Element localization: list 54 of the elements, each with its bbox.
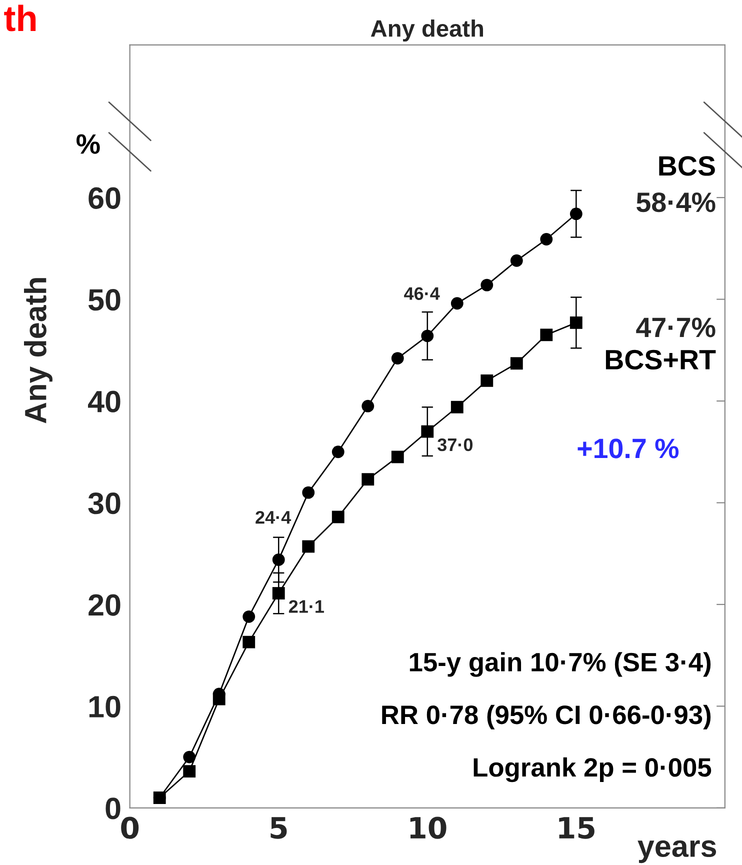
point <box>362 473 374 486</box>
point <box>450 400 464 414</box>
annotation: 15-y gain 10·7% (SE 3·4) <box>410 652 711 677</box>
y-tick-label: 20 <box>88 594 120 616</box>
y-tick-label: 40 <box>88 390 120 412</box>
annotation: 47·7% <box>636 318 716 338</box>
y-tick-label: 60 <box>88 187 120 209</box>
point <box>450 297 464 310</box>
annotation: 58·4% <box>636 192 716 212</box>
text: % <box>76 134 100 154</box>
point <box>570 316 582 329</box>
y-tick-label: 30 <box>88 492 120 514</box>
y-axis-title: Any death <box>24 278 52 424</box>
point <box>480 374 494 387</box>
point <box>540 328 553 342</box>
x-tick-label: 5 <box>270 817 287 839</box>
point <box>183 765 196 778</box>
data-label: 24·4 <box>256 510 292 524</box>
annotation: +10.7 % <box>578 438 679 458</box>
point <box>480 278 494 292</box>
y-tick-label: 10 <box>89 696 120 718</box>
x-axis-title: years <box>638 840 716 864</box>
y-tick-label: 50 <box>88 289 120 311</box>
point <box>272 553 285 566</box>
point <box>391 450 404 464</box>
point <box>510 254 523 267</box>
point <box>183 750 196 764</box>
point <box>421 425 434 438</box>
point <box>510 357 523 370</box>
data-label: 21·1 <box>288 600 324 613</box>
series-label: BCS+RT <box>606 350 716 370</box>
chart-title: Any death <box>370 20 483 42</box>
point <box>302 486 315 499</box>
data-label: 46·4 <box>404 287 440 300</box>
point <box>272 587 285 600</box>
point <box>362 400 374 412</box>
x-tick-label: 10 <box>410 816 446 839</box>
point <box>391 352 404 364</box>
x-tick-label: 15 <box>559 817 594 839</box>
point <box>242 610 256 623</box>
point <box>242 636 256 648</box>
x-tick-label: 0 <box>121 816 139 839</box>
point <box>332 510 344 524</box>
point <box>332 446 344 458</box>
y-tick-label: 0 <box>106 798 120 820</box>
annotation: Logrank 2p = 0·005 <box>474 757 712 782</box>
point <box>421 330 434 342</box>
annotation: RR 0·78 (95% CI 0·66-0·93) <box>382 704 711 730</box>
point <box>302 540 315 553</box>
point <box>570 208 582 220</box>
data-label: 37·0 <box>438 438 473 452</box>
text: BCS <box>659 156 715 176</box>
point <box>540 233 553 246</box>
text: th <box>4 4 36 32</box>
